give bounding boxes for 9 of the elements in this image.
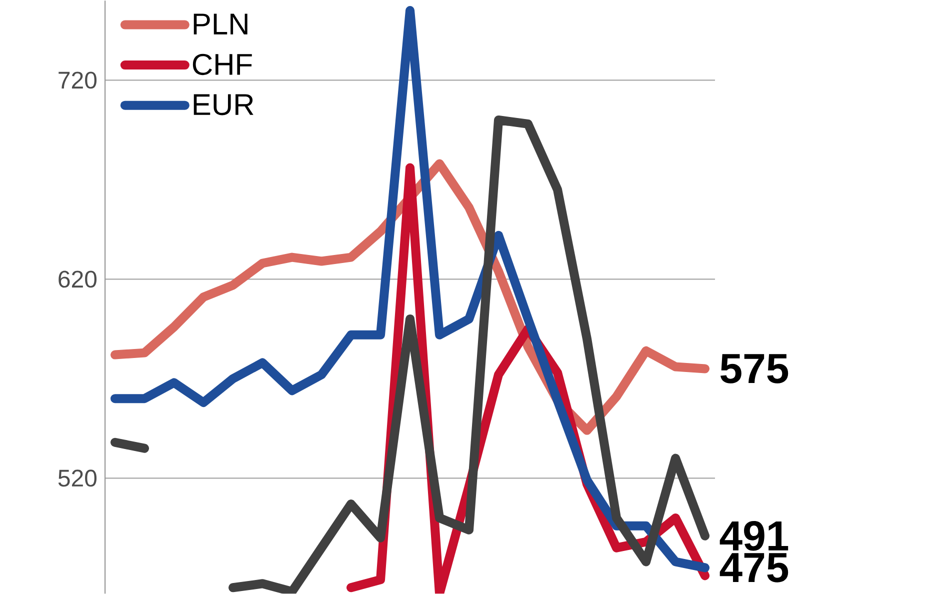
legend-label: EUR [194,94,254,116]
y-tick-label: 620 [58,270,97,288]
y-tick-label: 720 [58,72,97,89]
data-label: 475 [720,552,788,582]
y-tick-label: 520 [58,470,97,487]
data-label: 575 [720,354,788,384]
legend-label: PLN [194,14,248,34]
legend-label: CHF [192,54,252,75]
data-label: 491 [720,520,788,551]
